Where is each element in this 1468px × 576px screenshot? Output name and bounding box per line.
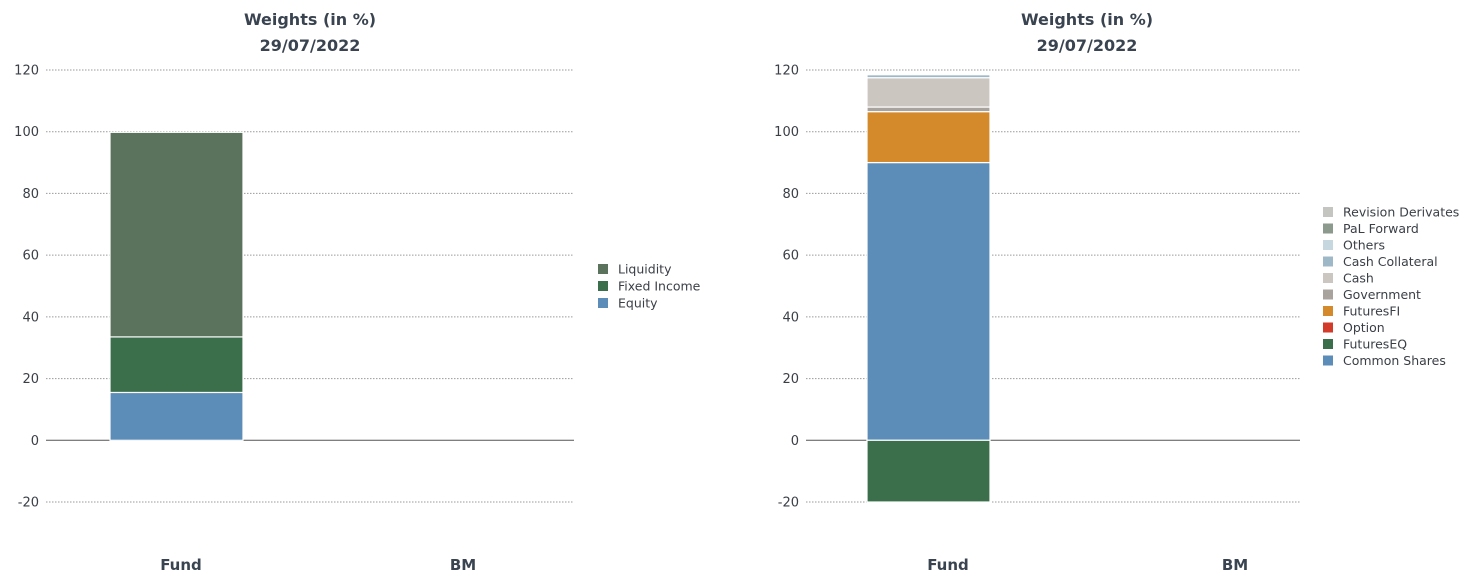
legend-swatch [1323,306,1333,316]
chart-1: Weights (in %) 29/07/2022 120 100 80 60 40 20 0 -… [14,10,701,574]
bar-common-shares [866,161,991,441]
legend-label: Option [1343,320,1385,335]
y-tick-label: 40 [22,310,39,325]
legend-swatch [598,264,608,274]
legend-swatch [1323,322,1333,333]
legend-label: Government [1343,287,1421,302]
legend-label: FuturesFI [1343,304,1400,319]
category-label: BM [450,556,476,572]
y-tick-label: 120 [14,64,39,79]
legend-swatch [1323,256,1333,267]
legend-label: Liquidity [618,262,672,277]
y-tick-label: 0 [791,434,799,449]
y-tick-label: 60 [782,249,799,264]
legend-label: Cash Collateral [1343,254,1438,269]
chart-title: Weights (in %) [244,10,376,29]
legend-swatch [598,298,608,308]
legend-swatch [1323,289,1333,300]
category-label: Fund [927,556,969,572]
legend-swatch [1323,223,1333,234]
category-label: BM [1222,556,1248,572]
bar-government [866,106,991,113]
y-tick-label: 40 [782,310,799,325]
legend-label: Fixed Income [618,279,701,294]
legend-swatch [598,281,608,291]
y-tick-label: 0 [31,434,39,449]
chart-title: Weights (in %) [1021,10,1153,29]
category-label: Fund [160,556,202,572]
bar-liquidity [109,131,244,338]
y-tick-label: -20 [18,496,39,511]
bar-futureseq [866,439,991,503]
chart-subtitle: 29/07/2022 [1037,36,1138,55]
legend-label: PaL Forward [1343,221,1419,236]
y-tick-label: 20 [782,372,799,387]
legend-swatch [1323,339,1333,349]
y-tick-label: 20 [22,372,39,387]
bar-fixed-income [109,336,244,394]
legend-label: Equity [618,296,658,311]
y-tick-label: 80 [782,187,799,202]
bar-equity [109,391,244,441]
legend-label: Revision Derivates [1343,205,1459,220]
y-tick-label: 100 [774,125,799,140]
legend-swatch [1323,207,1333,217]
legend-label: Common Shares [1343,353,1446,368]
bar-cash [866,77,991,108]
bar-futuresfi [866,111,991,164]
legend-label: Others [1343,238,1385,253]
y-tick-label: 120 [774,64,799,79]
legend-swatch [1323,240,1333,250]
legend-label: Cash [1343,271,1374,286]
y-tick-label: 60 [22,249,39,264]
y-tick-label: -20 [778,496,799,511]
legend-swatch [1323,355,1333,366]
y-tick-label: 100 [14,125,39,140]
legend-label: FuturesEQ [1343,337,1407,352]
chart-subtitle: 29/07/2022 [260,36,361,55]
y-tick-label: 80 [22,187,39,202]
legend-swatch [1323,273,1333,283]
chart-2: Weights (in %) 29/07/2022 120 100 80 60 40 20 0 -… [774,10,1459,574]
bar-others [866,73,991,76]
